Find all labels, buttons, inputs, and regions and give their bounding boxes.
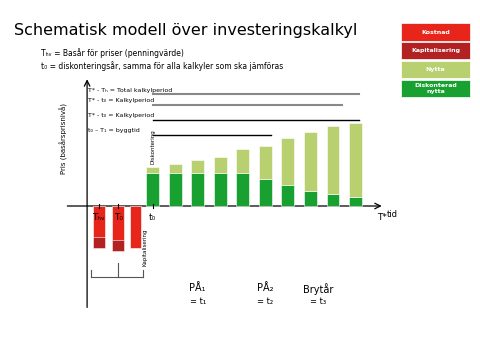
Bar (281, 185, 294, 206)
Text: t₀: t₀ (149, 213, 156, 222)
Bar (168, 173, 181, 206)
Bar (168, 164, 181, 173)
Bar (112, 206, 124, 251)
Text: Nytta: Nytta (426, 67, 445, 72)
Bar (191, 173, 204, 206)
Bar (214, 173, 227, 206)
Text: Kapitalisering: Kapitalisering (143, 229, 147, 266)
Bar (93, 237, 105, 248)
Text: T* - t₀ = Kalkylperiod: T* - t₀ = Kalkylperiod (88, 113, 155, 118)
Text: Diskontering: Diskontering (150, 129, 155, 164)
Text: Diskonterad
nytta: Diskonterad nytta (414, 83, 457, 94)
Bar (326, 194, 339, 206)
Bar (146, 173, 159, 206)
Text: PÅ₂: PÅ₂ (257, 283, 274, 293)
Text: Schematisk modell över investeringskalkyl: Schematisk modell över investeringskalky… (14, 23, 358, 39)
Text: T*: T* (377, 213, 387, 222)
Text: T* - Tₕ = Total kalkylperiod: T* - Tₕ = Total kalkylperiod (88, 88, 172, 93)
Bar (259, 147, 272, 179)
Text: 13    2014-05-05: 13 2014-05-05 (11, 344, 69, 350)
Bar (236, 149, 249, 173)
Bar (326, 126, 339, 194)
Text: ⚙ TRAFIKVERKET: ⚙ TRAFIKVERKET (378, 343, 466, 351)
Text: Pris (basårsprisnivå): Pris (basårsprisnivå) (60, 104, 68, 175)
Text: Kapitalisering: Kapitalisering (411, 48, 460, 53)
Bar (214, 157, 227, 173)
Text: = t₂: = t₂ (257, 297, 274, 306)
Bar (349, 197, 362, 206)
Text: Brytår: Brytår (303, 283, 333, 295)
Text: t₀ – T₁ = byggtid: t₀ – T₁ = byggtid (88, 128, 140, 133)
Bar (112, 240, 124, 251)
Text: t₀ = diskonteringsår, samma för alla kalkyler som ska jämföras: t₀ = diskonteringsår, samma för alla kal… (41, 61, 283, 71)
Text: tid: tid (387, 211, 397, 220)
Text: Kostnad: Kostnad (421, 30, 450, 35)
Text: T* - t₀ = Kalkylperiod: T* - t₀ = Kalkylperiod (88, 98, 155, 103)
Bar (259, 179, 272, 206)
Bar (93, 206, 105, 248)
Bar (304, 131, 317, 191)
Text: Tₕᵥ = Basår för priser (penningvärde): Tₕᵥ = Basår för priser (penningvärde) (41, 49, 184, 58)
Text: Tₕᵥ: Tₕᵥ (93, 213, 105, 222)
Bar (130, 206, 141, 248)
Bar (191, 160, 204, 173)
Text: = t₁: = t₁ (190, 297, 206, 306)
Bar (281, 138, 294, 185)
Text: PÅ₁: PÅ₁ (190, 283, 206, 293)
Bar (236, 173, 249, 206)
Text: = t₃: = t₃ (310, 297, 326, 306)
Bar (146, 167, 159, 173)
Text: T₀: T₀ (114, 213, 123, 222)
Bar (304, 191, 317, 206)
Bar (349, 123, 362, 197)
